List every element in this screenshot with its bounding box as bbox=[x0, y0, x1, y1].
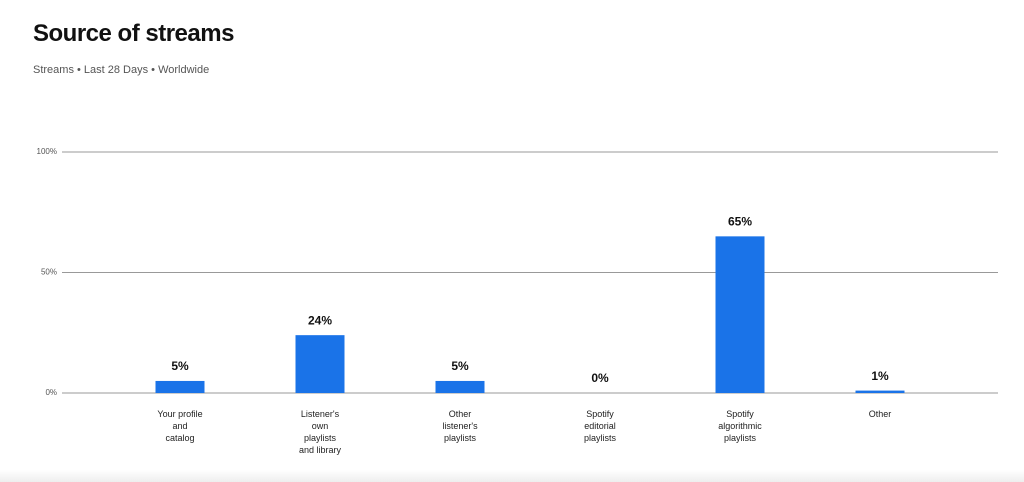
y-tick-label: 100% bbox=[37, 147, 57, 156]
x-tick-label: Spotify editorial playlists bbox=[583, 409, 616, 443]
bar bbox=[295, 335, 345, 393]
x-tick-label: Listener's own playlists and library bbox=[298, 409, 342, 455]
value-label: 24% bbox=[308, 313, 332, 327]
value-label: 0% bbox=[591, 371, 609, 385]
y-tick-label: 50% bbox=[41, 268, 57, 277]
y-tick-label: 0% bbox=[45, 388, 57, 397]
value-label: 65% bbox=[728, 215, 752, 229]
x-tick-label: Spotify algorithmic playlists bbox=[718, 409, 762, 443]
footer-shade bbox=[0, 470, 1024, 482]
chart: 0% 50% 100% 5% 24% 5% 0% 65% 1% bbox=[37, 147, 998, 397]
value-label: 5% bbox=[451, 359, 469, 373]
x-tick-label: Other bbox=[868, 409, 892, 419]
bar bbox=[855, 390, 905, 393]
chart-subtitle: Streams • Last 28 Days • Worldwide bbox=[33, 64, 210, 76]
bar bbox=[435, 380, 485, 393]
bar bbox=[715, 236, 765, 393]
x-tick-label: Other listener's playlists bbox=[442, 409, 478, 443]
value-label: 1% bbox=[871, 369, 889, 383]
x-tick-label: Your profile and catalog bbox=[157, 409, 203, 443]
value-label: 5% bbox=[171, 359, 189, 373]
bar bbox=[155, 380, 205, 393]
chart-title: Source of streams bbox=[33, 20, 234, 47]
